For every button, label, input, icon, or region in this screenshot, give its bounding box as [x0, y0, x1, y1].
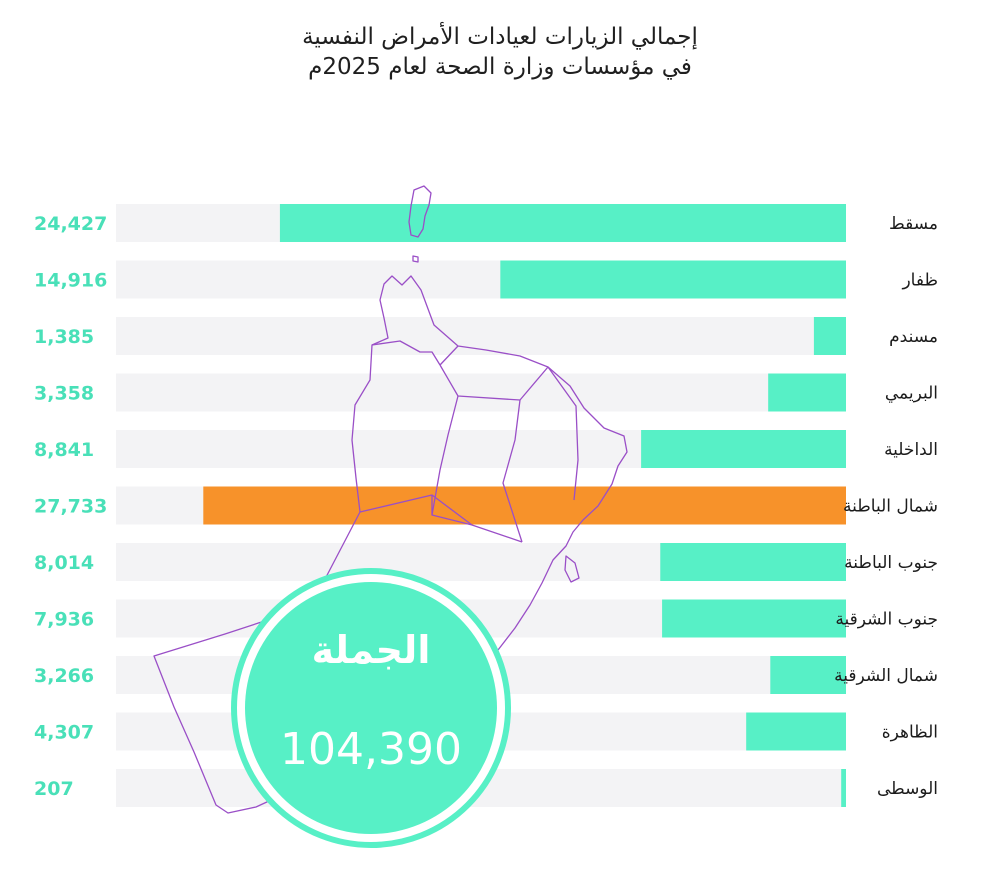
bar: [660, 543, 846, 581]
region-labels: مسقط ظفار مسندم البريمي الداخلية شمال الباطنة…: [834, 214, 938, 799]
value-label: 3,358: [34, 383, 94, 405]
bar: [770, 656, 846, 694]
value-label: 8,841: [34, 439, 94, 461]
region-label: شمال الشرقية: [834, 666, 938, 686]
value-label: 7,936: [34, 609, 94, 631]
map-musandam: [408, 185, 432, 238]
bar: [203, 486, 847, 525]
region-label: مسندم: [889, 327, 938, 347]
value-label: 4,307: [34, 722, 94, 744]
bar: [746, 712, 846, 751]
region-label: الظاهرة: [882, 723, 938, 743]
title-line-1: إجمالي الزيارات لعيادات الأمراض النفسية: [302, 24, 698, 50]
region-label: شمال الباطنة: [843, 497, 938, 517]
value-label: 1,385: [34, 326, 94, 348]
bars: [203, 204, 847, 807]
region-label: الداخلية: [884, 440, 938, 460]
map-island: [412, 255, 419, 263]
value-label: 14,916: [34, 270, 107, 292]
map-inner-5: [502, 399, 523, 543]
region-label: ظفار: [901, 271, 938, 291]
bar: [841, 769, 846, 807]
total-badge: الجملة 104,390: [231, 568, 511, 848]
value-label: 3,266: [34, 665, 94, 687]
total-value: 104,390: [280, 724, 462, 775]
value-label: 8,014: [34, 552, 94, 574]
map-masirah: [564, 555, 580, 583]
total-circle: [245, 582, 497, 834]
value-label: 27,733: [34, 496, 107, 518]
bar: [279, 204, 847, 242]
bar: [662, 599, 846, 638]
bar: [813, 317, 846, 355]
map-inner-4: [431, 395, 523, 543]
title-line-2: في مؤسسات وزارة الصحة لعام 2025م: [308, 54, 692, 80]
region-label: جنوب الباطنة: [844, 553, 938, 573]
value-label: 24,427: [34, 213, 107, 235]
map-inner-6: [547, 366, 579, 501]
value-label: 207: [34, 778, 74, 800]
bar: [641, 430, 846, 468]
region-label: مسقط: [889, 214, 938, 234]
region-label: البريمي: [885, 384, 938, 404]
value-labels: 24,427 14,916 1,385 3,358 8,841 27,733 8,014 7,…: [34, 213, 107, 800]
map-inner-1: [371, 340, 441, 366]
region-label: جنوب الشرقية: [835, 610, 938, 630]
chart-title: إجمالي الزيارات لعيادات الأمراض النفسية …: [0, 22, 1000, 82]
bar-track: [116, 373, 846, 412]
bar: [768, 373, 846, 412]
map-inner-2: [439, 345, 459, 366]
region-label: الوسطى: [877, 779, 938, 799]
bar: [500, 260, 846, 299]
total-label: الجملة: [312, 628, 431, 672]
map-inner-3: [439, 364, 549, 401]
